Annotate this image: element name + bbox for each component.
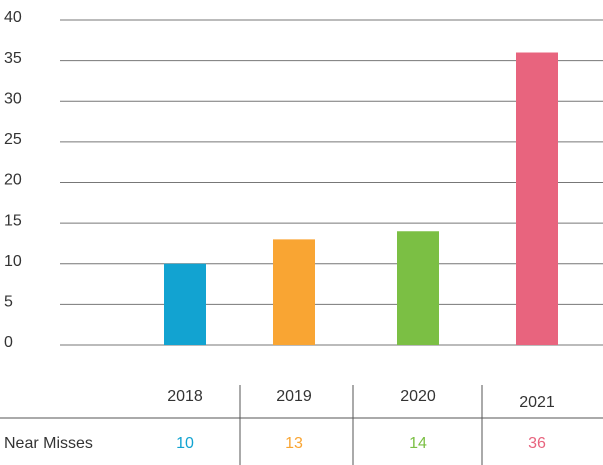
x-tick-label: 2021 — [519, 394, 555, 411]
y-tick-label: 5 — [4, 294, 13, 311]
y-tick-label: 10 — [4, 253, 22, 270]
y-tick-label: 35 — [4, 50, 22, 67]
y-tick-label: 0 — [4, 334, 13, 351]
table-value: 13 — [285, 435, 303, 452]
series-name: Near Misses — [4, 435, 93, 452]
y-tick-label: 20 — [4, 172, 22, 189]
bar — [397, 231, 439, 345]
table-value: 10 — [176, 435, 194, 452]
table-value: 36 — [528, 435, 546, 452]
bar — [164, 263, 206, 345]
bar — [273, 239, 315, 345]
x-tick-label: 2020 — [400, 388, 436, 405]
x-tick-label: 2019 — [276, 388, 312, 405]
x-tick-label: 2018 — [167, 388, 203, 405]
bar — [516, 52, 558, 345]
y-tick-label: 15 — [4, 212, 22, 229]
y-tick-label: 40 — [4, 9, 22, 26]
table-value: 14 — [409, 435, 427, 452]
y-tick-label: 30 — [4, 90, 22, 107]
y-tick-label: 25 — [4, 131, 22, 148]
